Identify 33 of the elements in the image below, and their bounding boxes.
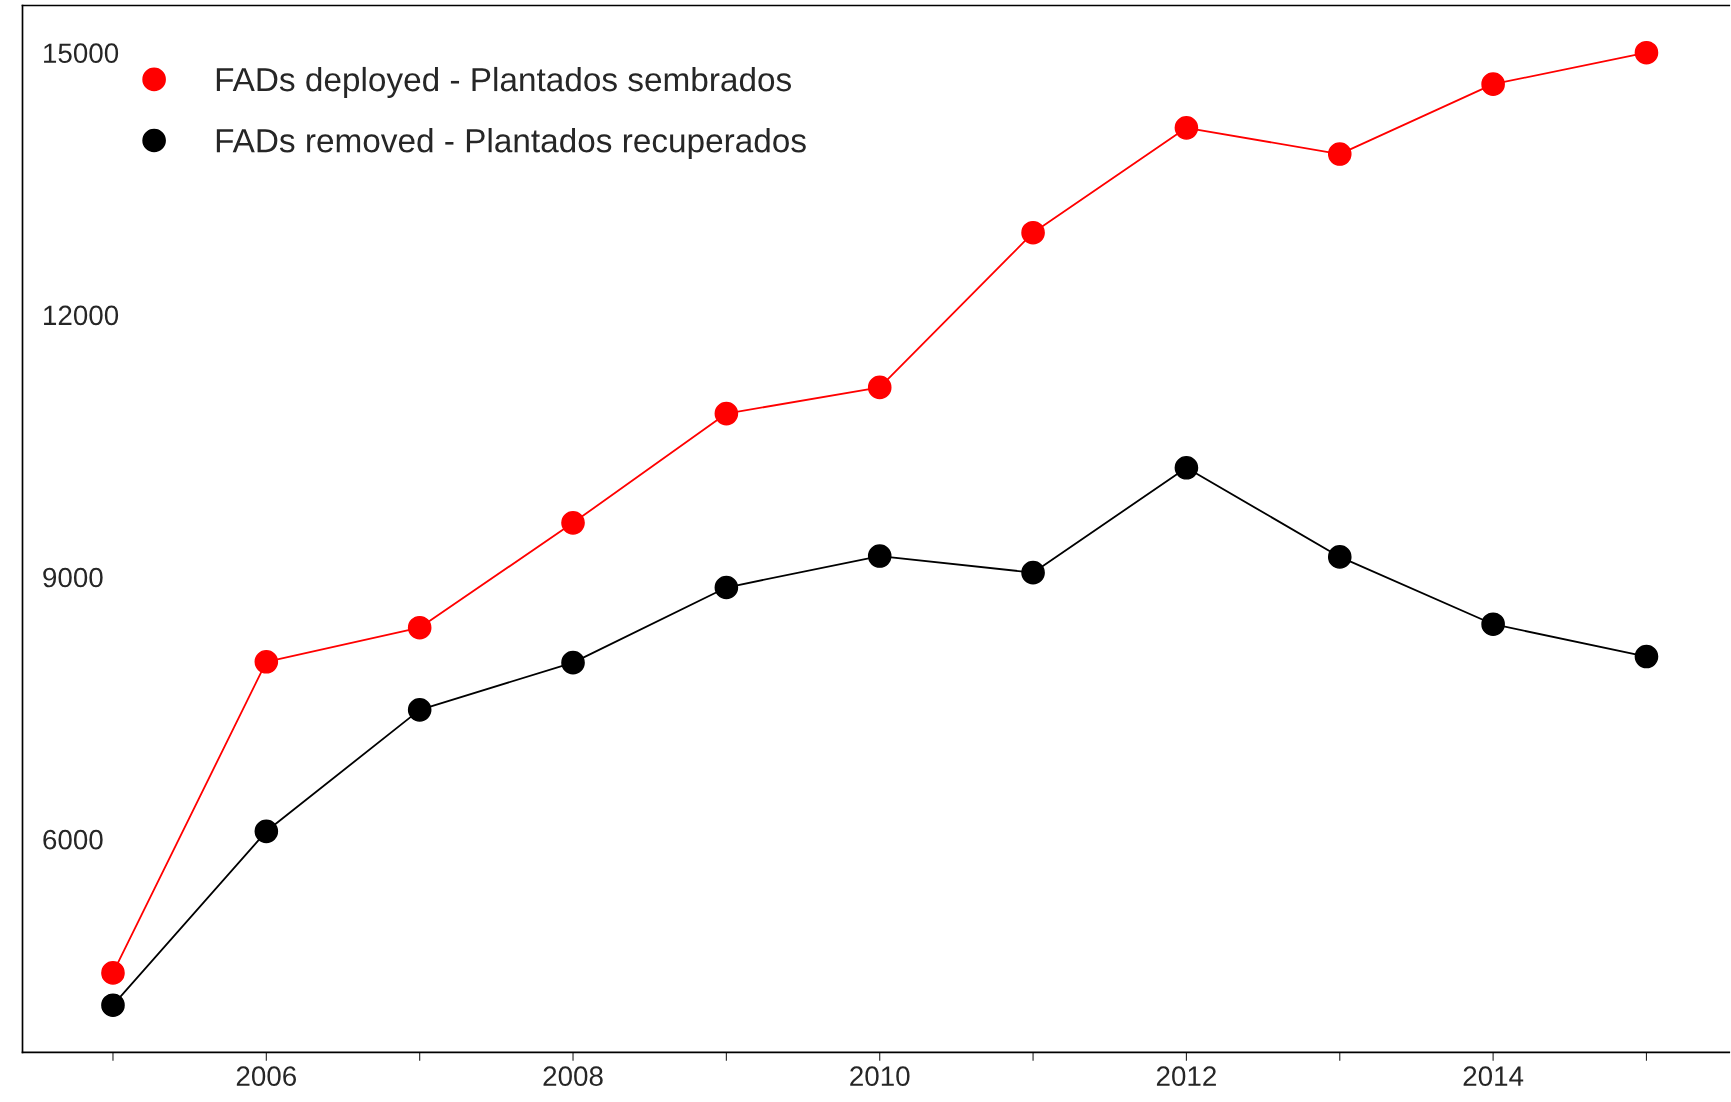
point [1174, 116, 1199, 140]
point [101, 961, 125, 985]
x-tick-label: 2006 [236, 1066, 297, 1087]
point [1021, 220, 1045, 245]
point [867, 544, 892, 568]
point [867, 375, 892, 400]
point [1481, 612, 1505, 637]
y-tick-label: 6000 [43, 829, 103, 850]
point [1481, 72, 1505, 96]
point [1634, 40, 1659, 65]
x-tick-label: 2012 [1156, 1066, 1216, 1087]
point [714, 575, 739, 600]
legend-label: FADs deployed - Plantados sembrados [216, 66, 791, 98]
point [254, 649, 279, 674]
point [1174, 455, 1199, 480]
point [714, 401, 739, 426]
legend-label: FADs removed - Plantados recuperados [216, 127, 806, 160]
point [1327, 142, 1352, 166]
point [407, 615, 432, 640]
x-tick-label: 2014 [1463, 1066, 1524, 1087]
point [1327, 545, 1352, 569]
point [254, 819, 279, 844]
y-tick-label: 15000 [44, 43, 119, 64]
point [1634, 644, 1659, 669]
point [1021, 560, 1045, 585]
y-tick-label: 9000 [43, 567, 103, 588]
y-tick-label: 12000 [44, 305, 119, 326]
point [407, 698, 432, 722]
point [561, 650, 585, 675]
x-tick-label: 2010 [850, 1066, 910, 1087]
point [101, 993, 125, 1018]
x-tick-label: 2008 [543, 1066, 603, 1087]
point [561, 511, 585, 535]
